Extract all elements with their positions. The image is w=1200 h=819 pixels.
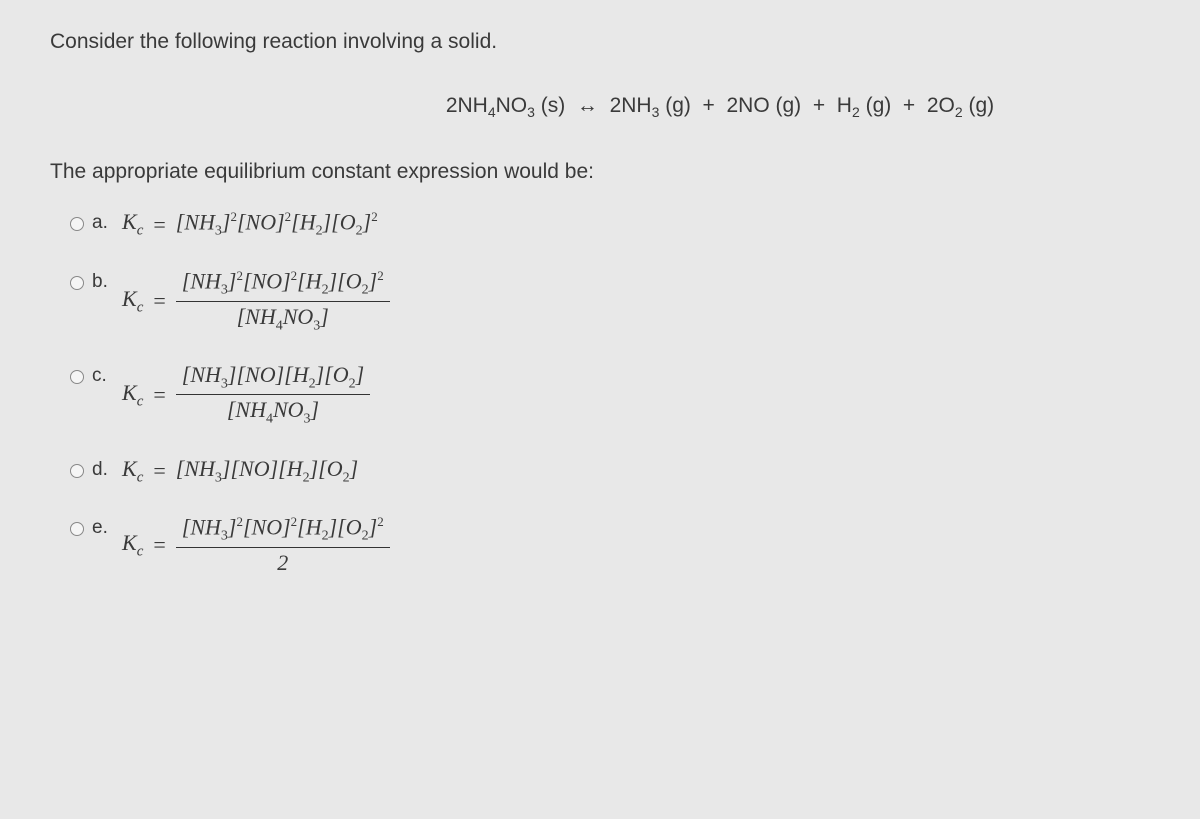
question-prompt: The appropriate equilibrium constant exp… bbox=[50, 160, 1150, 184]
radio-button[interactable] bbox=[70, 522, 84, 536]
fraction-denominator: 2 bbox=[271, 548, 294, 576]
kc-symbol: Kc bbox=[122, 456, 143, 486]
option-row[interactable]: b.Kc = [NH3]2[NO]2[H2][O2]2[NH4NO3] bbox=[70, 268, 1150, 334]
option-letter: a. bbox=[92, 209, 116, 234]
option-row[interactable]: c.Kc = [NH3][NO][H2][O2][NH4NO3] bbox=[70, 362, 1150, 428]
expression-rhs: [NH3]2[NO]2[H2][O2]2 bbox=[176, 209, 378, 240]
fraction-denominator: [NH4NO3] bbox=[221, 395, 325, 427]
equals-sign: = bbox=[153, 382, 165, 408]
option-expression: Kc = [NH3][NO][H2][O2][NH4NO3] bbox=[122, 362, 370, 428]
radio-button[interactable] bbox=[70, 217, 84, 231]
radio-button[interactable] bbox=[70, 276, 84, 290]
option-letter: d. bbox=[92, 456, 116, 481]
reaction-equation: 2NH4NO3 (s) ↔ 2NH3 (g) + 2NO (g) + H2 (g… bbox=[50, 94, 1150, 120]
equals-sign: = bbox=[153, 288, 165, 314]
fraction-numerator: [NH3][NO][H2][O2] bbox=[176, 362, 370, 395]
fraction-numerator: [NH3]2[NO]2[H2][O2]2 bbox=[176, 514, 390, 548]
question-intro: Consider the following reaction involvin… bbox=[50, 30, 1150, 54]
option-expression: Kc = [NH3]2[NO]2[H2][O2]22 bbox=[122, 514, 390, 576]
fraction-numerator: [NH3]2[NO]2[H2][O2]2 bbox=[176, 268, 390, 302]
fraction: [NH3]2[NO]2[H2][O2]2[NH4NO3] bbox=[176, 268, 390, 334]
option-letter: e. bbox=[92, 514, 116, 539]
option-expression: Kc = [NH3][NO][H2][O2] bbox=[122, 456, 358, 486]
option-expression: Kc = [NH3]2[NO]2[H2][O2]2 bbox=[122, 209, 378, 240]
kc-symbol: Kc bbox=[122, 209, 143, 239]
option-row[interactable]: e.Kc = [NH3]2[NO]2[H2][O2]22 bbox=[70, 514, 1150, 576]
option-row[interactable]: a.Kc = [NH3]2[NO]2[H2][O2]2 bbox=[70, 209, 1150, 240]
equals-sign: = bbox=[153, 458, 165, 484]
fraction: [NH3]2[NO]2[H2][O2]22 bbox=[176, 514, 390, 576]
fraction: [NH3][NO][H2][O2][NH4NO3] bbox=[176, 362, 370, 428]
option-letter: c. bbox=[92, 362, 116, 387]
expression-rhs: [NH3][NO][H2][O2] bbox=[176, 456, 358, 486]
equals-sign: = bbox=[153, 212, 165, 238]
option-expression: Kc = [NH3]2[NO]2[H2][O2]2[NH4NO3] bbox=[122, 268, 390, 334]
option-letter: b. bbox=[92, 268, 116, 293]
kc-symbol: Kc bbox=[122, 286, 143, 316]
equals-sign: = bbox=[153, 532, 165, 558]
kc-symbol: Kc bbox=[122, 380, 143, 410]
radio-button[interactable] bbox=[70, 464, 84, 478]
options-container: a.Kc=[NH3]2[NO]2[H2][O2]2b.Kc=[NH3]2[NO]… bbox=[50, 209, 1150, 576]
kc-symbol: Kc bbox=[122, 530, 143, 560]
radio-button[interactable] bbox=[70, 370, 84, 384]
fraction-denominator: [NH4NO3] bbox=[231, 302, 335, 334]
option-row[interactable]: d.Kc = [NH3][NO][H2][O2] bbox=[70, 456, 1150, 486]
